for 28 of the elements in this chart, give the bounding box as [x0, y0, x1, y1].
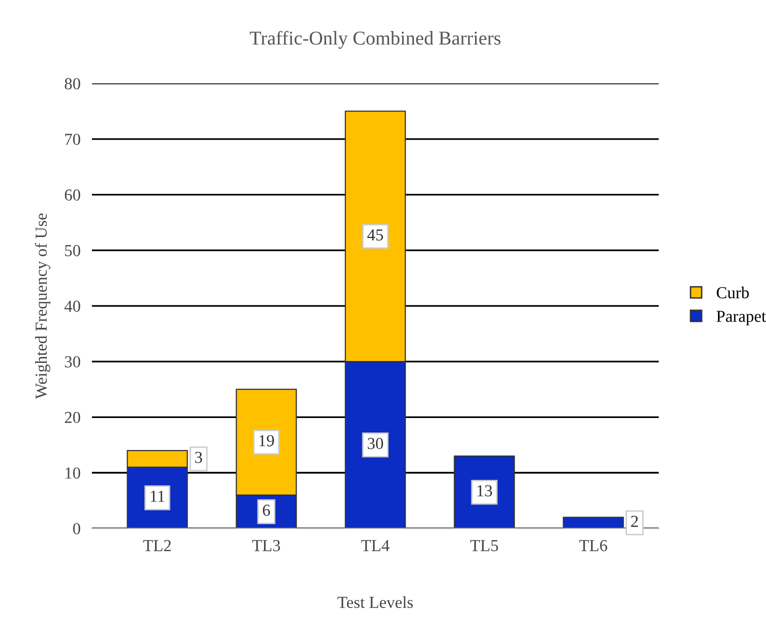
- y-tick-label: 30: [64, 356, 80, 368]
- y-tick-label: 40: [64, 300, 80, 312]
- x-tick-label: TL2: [143, 540, 171, 552]
- data-label: 6: [262, 504, 270, 516]
- y-axis-title: Weighted Frequency of Use: [34, 213, 50, 399]
- y-tick-label: 80: [64, 78, 80, 90]
- data-label: 2: [631, 516, 638, 527]
- data-label: 19: [259, 435, 274, 446]
- chart-title: Traffic-Only Combined Barriers: [250, 30, 500, 49]
- data-label: 3: [195, 452, 202, 464]
- y-tick-label: 20: [64, 412, 80, 424]
- y-tick-label: 0: [73, 523, 80, 534]
- data-label: 11: [150, 490, 164, 502]
- data-label: 45: [367, 229, 384, 241]
- legend-label: Parapet: [716, 310, 766, 326]
- y-tick-label: 50: [65, 244, 80, 256]
- x-axis-title: Test Levels: [338, 596, 413, 608]
- bar: [562, 516, 624, 528]
- x-tick-label: TL5: [470, 540, 498, 552]
- x-tick-label: TL6: [579, 540, 608, 552]
- legend-label: Curb: [716, 286, 749, 298]
- y-tick-label: 60: [64, 189, 80, 201]
- data-label: 30: [368, 438, 384, 450]
- data-label: 13: [477, 485, 492, 496]
- y-tick-label: 10: [66, 467, 80, 479]
- x-tick-label: TL3: [252, 540, 280, 552]
- y-tick-label: 70: [65, 134, 80, 145]
- x-tick-label: TL4: [361, 540, 390, 552]
